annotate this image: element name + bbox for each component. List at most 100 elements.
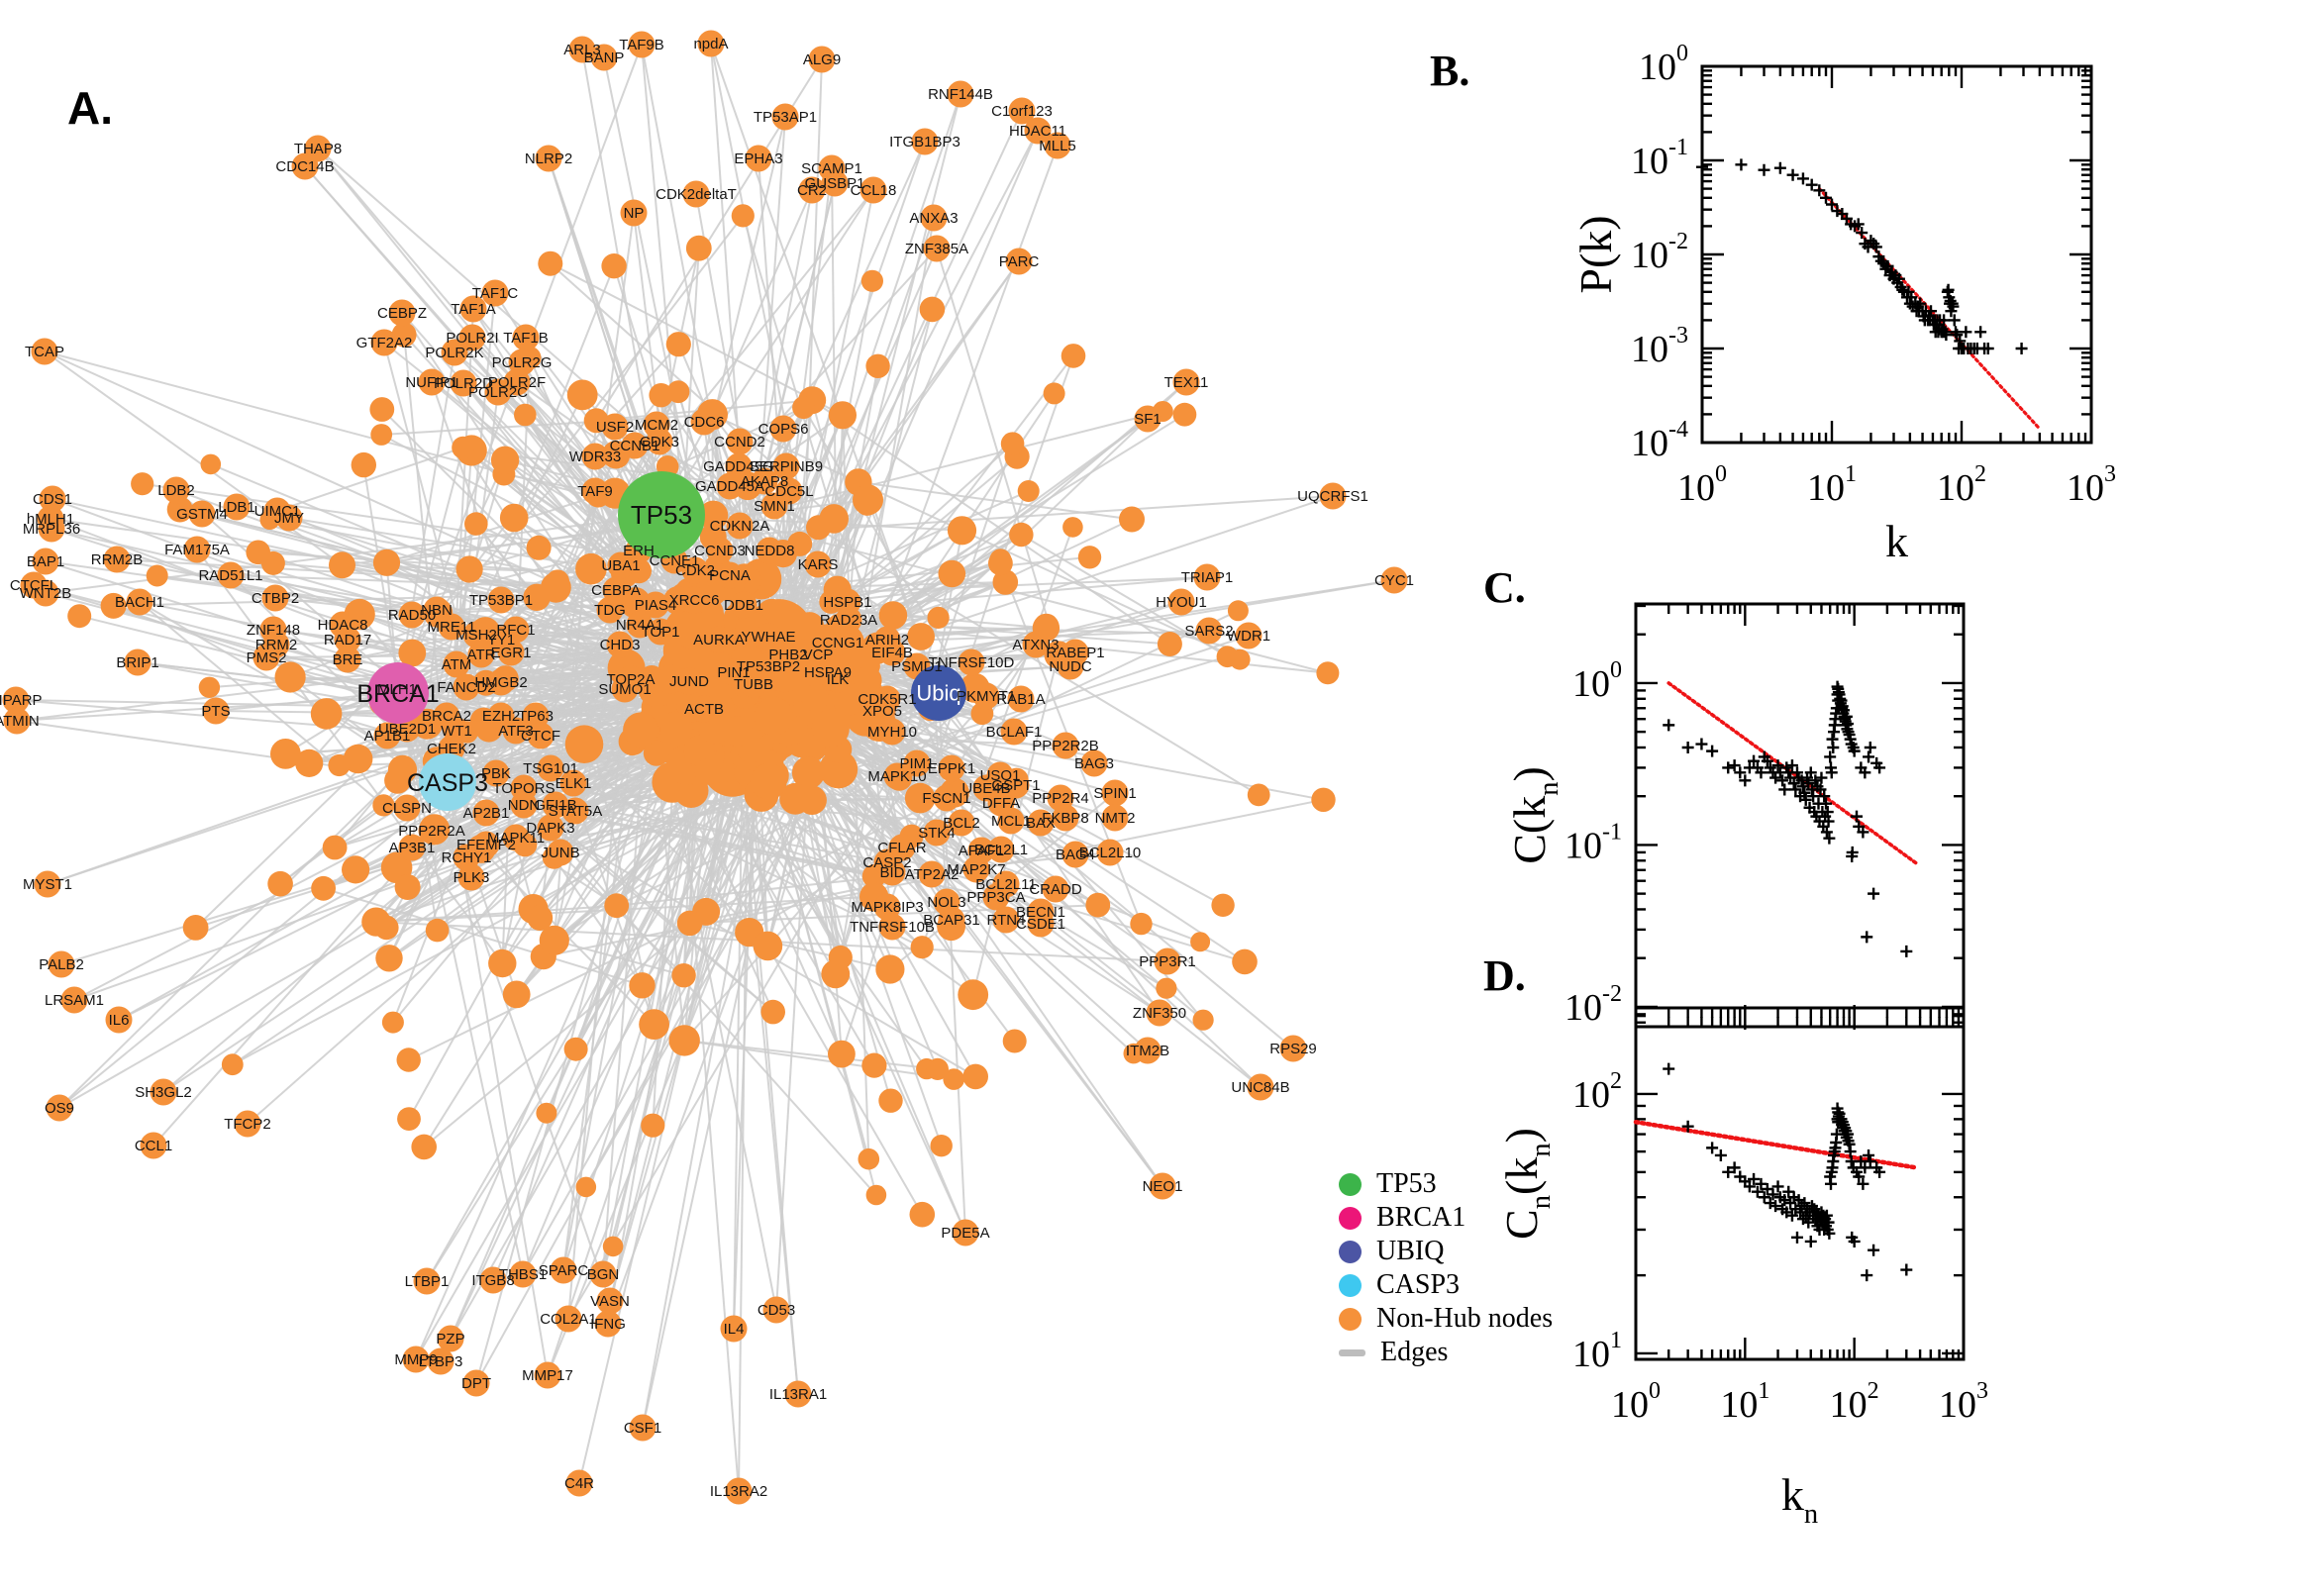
svg-text:COPS6: COPS6 <box>758 421 809 438</box>
legend-item-edges: Edges <box>1339 1337 1553 1367</box>
svg-text:POLR2G: POLR2G <box>492 354 553 371</box>
svg-text:CDK2deltaT: CDK2deltaT <box>656 186 737 203</box>
svg-text:PIM1: PIM1 <box>899 755 934 772</box>
svg-text:POLR2D: POLR2D <box>434 375 493 392</box>
svg-text:CTBP2: CTBP2 <box>252 590 299 607</box>
svg-text:APAF1: APAF1 <box>959 843 1004 859</box>
svg-text:PDE5A: PDE5A <box>941 1225 989 1242</box>
tp53-dot-icon <box>1339 1172 1362 1196</box>
ubiq-dot-icon <box>1339 1240 1362 1263</box>
legend-label: Non-Hub nodes <box>1376 1303 1554 1334</box>
svg-text:10-2: 10-2 <box>1631 229 1688 276</box>
svg-text:RAD23A: RAD23A <box>820 612 877 629</box>
svg-text:CDKN2A: CDKN2A <box>710 518 770 535</box>
svg-text:AP3B1: AP3B1 <box>389 840 436 856</box>
svg-text:CEBPA: CEBPA <box>591 582 641 599</box>
svg-text:100: 100 <box>1611 1378 1661 1426</box>
svg-text:FSCN1: FSCN1 <box>922 790 970 807</box>
svg-text:CRADD: CRADD <box>1029 881 1082 898</box>
svg-text:TEX11: TEX11 <box>1164 374 1209 391</box>
svg-text:10-3: 10-3 <box>1631 323 1688 370</box>
svg-text:RAD51L1: RAD51L1 <box>198 567 262 584</box>
panel-d-label: D. <box>1483 951 1526 1000</box>
svg-text:CCNB1: CCNB1 <box>610 438 660 454</box>
svg-text:ITM2B: ITM2B <box>1126 1043 1169 1059</box>
svg-text:SPARC: SPARC <box>539 1262 589 1279</box>
scatter-points <box>1696 158 2028 354</box>
svg-text:SERPINB9: SERPINB9 <box>750 458 823 475</box>
svg-text:EGR1: EGR1 <box>491 645 532 661</box>
svg-text:CDK5R1: CDK5R1 <box>858 691 916 708</box>
svg-text:BACH1: BACH1 <box>115 594 164 611</box>
scatter-points <box>1663 1062 1913 1282</box>
svg-text:RFC1: RFC1 <box>496 622 535 639</box>
svg-text:GFI1B: GFI1B <box>534 797 576 814</box>
svg-text:PPP2R2A: PPP2R2A <box>398 823 465 840</box>
svg-text:CSF1: CSF1 <box>624 1420 661 1437</box>
svg-text:FKBP8: FKBP8 <box>1042 810 1089 827</box>
svg-text:CCNG1: CCNG1 <box>812 635 864 651</box>
svg-text:NMT2: NMT2 <box>1095 810 1136 827</box>
panel-c-plot: 100 10-1 10-2 C(kn) <box>1504 602 1966 1029</box>
svg-text:102: 102 <box>1937 461 1986 509</box>
svg-text:C(kn): C(kn) <box>1504 766 1565 864</box>
svg-text:EPPK1: EPPK1 <box>928 760 975 777</box>
svg-text:CYC1: CYC1 <box>1374 572 1414 589</box>
panel-c-label: C. <box>1483 563 1526 612</box>
svg-text:BGN: BGN <box>587 1266 620 1283</box>
svg-text:TRIAP1: TRIAP1 <box>1181 569 1234 586</box>
svg-text:SUMO1: SUMO1 <box>598 681 651 698</box>
svg-text:100: 100 <box>1572 657 1622 705</box>
svg-text:ALG9: ALG9 <box>803 51 841 68</box>
svg-text:RAB1A: RAB1A <box>996 691 1045 708</box>
svg-text:VCP: VCP <box>803 647 834 663</box>
scatter-points <box>1663 680 1913 957</box>
svg-text:TP63: TP63 <box>518 708 554 725</box>
svg-text:TCAP: TCAP <box>25 344 64 360</box>
svg-text:BCL2L11: BCL2L11 <box>975 876 1036 893</box>
svg-text:PHB2: PHB2 <box>768 647 807 663</box>
svg-text:IL4: IL4 <box>724 1321 745 1338</box>
nonhub-dot-icon <box>1339 1307 1362 1331</box>
svg-text:WT1: WT1 <box>441 723 472 740</box>
svg-text:RCHY1: RCHY1 <box>442 849 492 866</box>
svg-text:PMS2: PMS2 <box>247 649 287 666</box>
svg-text:IL13RA2: IL13RA2 <box>710 1483 767 1500</box>
svg-text:EPHA3: EPHA3 <box>734 150 782 167</box>
svg-text:UBE2D1: UBE2D1 <box>378 721 436 738</box>
svg-text:10-1: 10-1 <box>1565 819 1622 866</box>
svg-text:MYH10: MYH10 <box>867 724 917 741</box>
svg-text:HSPB1: HSPB1 <box>823 594 871 611</box>
svg-text:TP53AP1: TP53AP1 <box>754 109 817 126</box>
svg-text:ELK1: ELK1 <box>556 775 592 792</box>
svg-text:CDK3: CDK3 <box>640 434 679 450</box>
svg-text:PCNA: PCNA <box>709 567 751 584</box>
svg-text:HDAC11: HDAC11 <box>1009 123 1066 140</box>
svg-text:C1orf123: C1orf123 <box>991 103 1053 120</box>
svg-text:SPIN1: SPIN1 <box>1093 785 1136 802</box>
casp3-dot-icon <box>1339 1273 1362 1297</box>
svg-text:hMLH1: hMLH1 <box>27 511 74 528</box>
svg-text:UNC84B: UNC84B <box>1231 1079 1289 1096</box>
svg-text:102: 102 <box>1572 1068 1622 1116</box>
svg-text:PTS: PTS <box>201 703 230 720</box>
legend-label: CASP3 <box>1376 1269 1461 1300</box>
svg-text:NUDC: NUDC <box>1049 658 1091 675</box>
svg-text:MAP2K7: MAP2K7 <box>947 861 1005 878</box>
svg-text:NUFIP1: NUFIP1 <box>405 374 457 391</box>
svg-text:ITGB8: ITGB8 <box>471 1272 514 1289</box>
svg-text:HSPA9: HSPA9 <box>804 664 852 681</box>
svg-text:DDB1: DDB1 <box>724 597 763 614</box>
svg-text:PARC: PARC <box>999 253 1040 270</box>
svg-text:POLR2C: POLR2C <box>468 384 528 401</box>
svg-text:RNF144B: RNF144B <box>928 86 993 103</box>
svg-text:CLSPN: CLSPN <box>382 800 432 817</box>
svg-text:101: 101 <box>1720 1378 1769 1426</box>
svg-text:IFNG: IFNG <box>590 1316 626 1333</box>
svg-text:TNFRSF10D: TNFRSF10D <box>929 654 1015 671</box>
svg-text:CHEK2: CHEK2 <box>427 741 476 757</box>
svg-text:UBA1: UBA1 <box>601 557 640 574</box>
svg-text:OS9: OS9 <box>45 1100 74 1117</box>
